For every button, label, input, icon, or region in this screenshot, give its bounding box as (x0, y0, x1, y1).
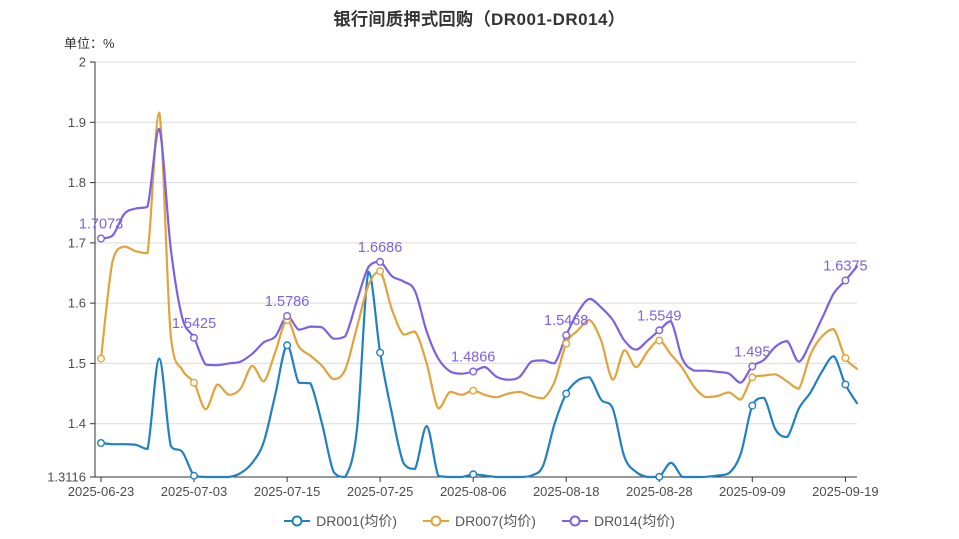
data-point-marker (562, 331, 571, 340)
x-tick-label: 2025-09-19 (812, 484, 879, 499)
y-tick-label: 1.5 (68, 356, 86, 371)
legend-item-dr001[interactable]: DR001(均价) (284, 511, 397, 531)
legend-item-dr007[interactable]: DR007(均价) (423, 511, 536, 531)
value-annotation: 1.4866 (451, 350, 495, 366)
data-point-marker (655, 336, 664, 345)
x-tick-label: 2025-07-25 (347, 484, 414, 499)
legend-label-dr014: DR014(均价) (593, 513, 675, 529)
legend-label-dr007: DR007(均价) (455, 513, 536, 529)
data-point-marker (469, 386, 478, 395)
data-point-marker (562, 389, 571, 398)
line-circle-icon (284, 515, 311, 527)
data-point-marker (376, 267, 385, 276)
value-annotation: 1.7073 (79, 217, 123, 233)
value-annotation: 1.6686 (358, 240, 402, 256)
y-tick-label: 1.9 (68, 115, 86, 130)
data-point-marker (469, 470, 478, 479)
y-tick-label: 1.7 (68, 235, 86, 250)
x-tick-label: 2025-08-18 (533, 484, 600, 499)
data-point-marker (189, 378, 198, 387)
chart-title: 银行间质押式回购（DR001-DR014） (333, 10, 626, 29)
data-point-marker (96, 234, 105, 243)
value-annotation: 1.5425 (172, 316, 216, 332)
data-point-marker (469, 367, 478, 376)
x-tick-label: 2025-06-23 (68, 484, 135, 499)
legend-label-dr001: DR001(均价) (316, 513, 398, 529)
data-point-marker (841, 276, 850, 285)
data-point-marker (376, 257, 385, 266)
data-point-marker (748, 401, 757, 410)
x-tick-label: 2025-07-15 (254, 484, 321, 499)
data-point-marker (655, 472, 664, 481)
x-tick-label: 2025-09-09 (719, 484, 786, 499)
data-point-marker (189, 471, 198, 480)
data-point-marker (841, 354, 850, 363)
x-tick-label: 2025-07-03 (161, 484, 228, 499)
y-tick-label: 1.6 (68, 296, 86, 311)
y-tick-label: 1.4 (68, 416, 86, 431)
data-point-marker (283, 312, 292, 321)
legend-item-dr014[interactable]: DR014(均价) (561, 511, 675, 531)
value-annotation: 1.495 (734, 344, 770, 360)
y-tick-label: 1.3116 (47, 470, 86, 485)
data-point-marker (841, 380, 850, 389)
value-annotation: 1.5786 (265, 294, 309, 310)
data-point-marker (283, 341, 292, 350)
x-tick-label: 2025-08-28 (626, 484, 693, 499)
line-circle-icon (423, 515, 450, 527)
data-point-marker (376, 348, 385, 357)
value-annotation: 1.5549 (637, 308, 681, 324)
data-point-marker (748, 373, 757, 382)
value-annotation: 1.5468 (544, 313, 588, 329)
legend: DR001(均价) DR007(均价) DR014(均价) (0, 511, 959, 531)
data-point-marker (655, 326, 664, 335)
x-tick-label: 2025-08-06 (440, 484, 507, 499)
y-tick-label: 2 (79, 55, 86, 70)
line-circle-icon (561, 515, 588, 527)
series-line-DR001[interactable] (99, 270, 859, 479)
data-point-marker (562, 339, 571, 348)
data-point-marker (189, 333, 198, 342)
unit-label: 单位：% (64, 36, 115, 51)
data-point-marker (96, 354, 105, 363)
value-annotation: 1.6375 (823, 259, 867, 275)
data-point-marker (96, 439, 105, 448)
y-tick-label: 1.8 (68, 175, 86, 190)
data-point-marker (748, 362, 757, 371)
